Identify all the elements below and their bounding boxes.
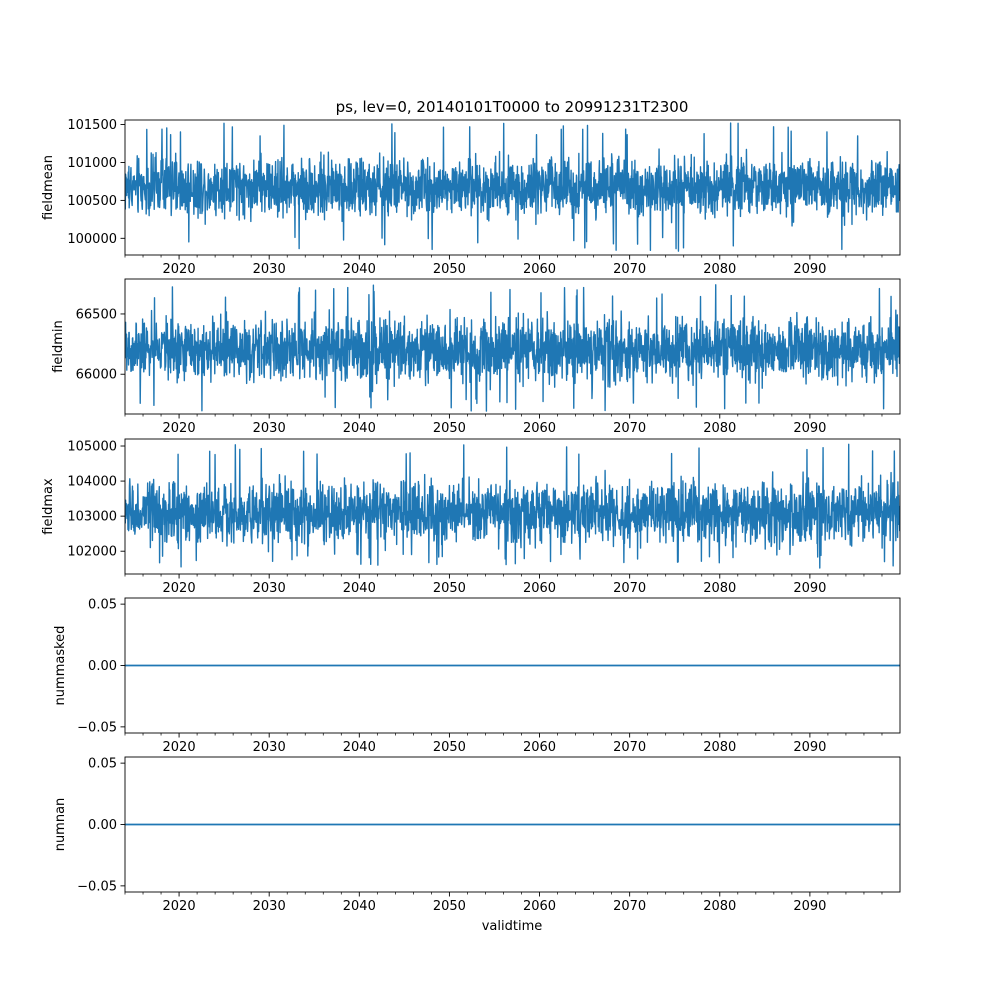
y-tick-label: 101000 (67, 156, 117, 171)
y-tick-label: 100500 (67, 194, 117, 209)
data-line-fieldmax (125, 443, 900, 569)
axes-frame (124, 278, 901, 415)
x-tick-label: 2030 (253, 262, 286, 277)
x-tick-label: 2080 (703, 421, 736, 436)
y-tick-label: 0.05 (88, 757, 117, 772)
y-tick-label: −0.05 (77, 720, 117, 735)
x-tick-label: 2040 (343, 581, 376, 596)
x-axis-label: validtime (482, 919, 543, 934)
x-tick-label: 2050 (433, 899, 466, 914)
x-tick-label: 2030 (253, 740, 286, 755)
y-axis-label: fieldmean (41, 155, 56, 220)
y-tick-label: 0.00 (88, 659, 117, 674)
panel-numnan: 2020 2030 2040 2050 2060 2070 2080 2090 −0.05 0.0… (53, 756, 901, 914)
panel-fieldmean: 2020 2030 2040 2050 2060 2070 2080 2090 100000 10… (41, 118, 901, 277)
x-tick-label: 2090 (793, 899, 826, 914)
x-tick-label: 2080 (703, 262, 736, 277)
x-tick-label: 2090 (793, 740, 826, 755)
series-group (125, 443, 900, 569)
y-axis-label: fieldmin (51, 320, 66, 373)
x-tick-label: 2050 (433, 740, 466, 755)
x-tick-label: 2040 (343, 740, 376, 755)
series-group (125, 284, 900, 412)
y-tick-label: 0.05 (88, 598, 117, 613)
y-tick-label: 102000 (67, 545, 117, 560)
x-tick-label: 2060 (523, 421, 556, 436)
panel-fieldmax: 2020 2030 2040 2050 2060 2070 2080 2090 102000 10… (41, 438, 901, 596)
x-tick-label: 2040 (343, 899, 376, 914)
x-tick-label: 2020 (163, 740, 196, 755)
x-tick-label: 2080 (703, 899, 736, 914)
x-tick-label: 2070 (613, 581, 646, 596)
series-group (125, 122, 900, 252)
x-tick-label: 2030 (253, 899, 286, 914)
x-tick-label: 2020 (163, 899, 196, 914)
x-tick-label: 2090 (793, 262, 826, 277)
y-axis-label: numnan (53, 798, 68, 852)
axes-frame (124, 438, 901, 575)
x-tick-label: 2080 (703, 581, 736, 596)
x-tick-label: 2060 (523, 262, 556, 277)
y-tick-label: 66500 (76, 307, 117, 322)
y-axis-label: nummasked (53, 626, 68, 706)
x-tick-label: 2050 (433, 581, 466, 596)
x-tick-label: 2050 (433, 262, 466, 277)
x-tick-label: 2070 (613, 740, 646, 755)
y-tick-label: −0.05 (77, 879, 117, 894)
y-tick-label: 0.00 (88, 818, 117, 833)
x-tick-label: 2020 (163, 421, 196, 436)
panels: 2020 2030 2040 2050 2060 2070 2080 2090 100000 10… (41, 118, 901, 914)
y-tick-label: 66000 (76, 368, 117, 383)
data-line-fieldmin (125, 284, 900, 412)
data-line-fieldmean (125, 122, 900, 252)
x-tick-label: 2050 (433, 421, 466, 436)
x-tick-label: 2090 (793, 581, 826, 596)
x-tick-label: 2080 (703, 740, 736, 755)
y-tick-label: 100000 (67, 232, 117, 247)
x-tick-label: 2070 (613, 262, 646, 277)
y-axis-label: fieldmax (41, 478, 56, 535)
x-tick-label: 2060 (523, 899, 556, 914)
x-tick-label: 2070 (613, 421, 646, 436)
y-tick-label: 104000 (67, 475, 117, 490)
x-tick-label: 2060 (523, 581, 556, 596)
y-tick-label: 101500 (67, 118, 117, 133)
x-tick-label: 2030 (253, 421, 286, 436)
x-tick-label: 2040 (343, 262, 376, 277)
x-tick-label: 2020 (163, 581, 196, 596)
x-tick-label: 2030 (253, 581, 286, 596)
axes-frame (124, 119, 901, 256)
panel-nummasked: 2020 2030 2040 2050 2060 2070 2080 2090 −0.05 0.0… (53, 597, 901, 755)
x-tick-label: 2020 (163, 262, 196, 277)
y-tick-label: 103000 (67, 510, 117, 525)
y-tick-label: 105000 (67, 440, 117, 455)
x-tick-label: 2070 (613, 899, 646, 914)
x-tick-label: 2040 (343, 421, 376, 436)
panel-fieldmin: 2020 2030 2040 2050 2060 2070 2080 2090 66000 665… (51, 278, 901, 436)
x-tick-label: 2060 (523, 740, 556, 755)
x-tick-label: 2090 (793, 421, 826, 436)
figure-title: ps, lev=0, 20140101T0000 to 20991231T230… (336, 98, 689, 116)
